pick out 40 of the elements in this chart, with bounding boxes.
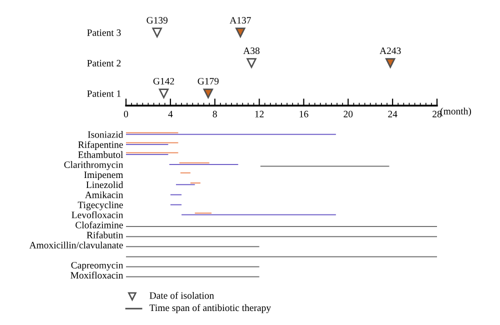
data-label: G179 [198, 78, 219, 85]
y-tick-label: Moxifloxacin [70, 272, 124, 279]
x-tick-label: 16 [300, 110, 308, 118]
text: Time span of antibiotic therapy [150, 304, 271, 314]
y-tick-label: Patient 1 [87, 90, 121, 97]
point [236, 28, 246, 38]
text: Date of isolation [150, 292, 214, 299]
data-label: A137 [230, 17, 251, 24]
x-tick-label: 0 [124, 110, 128, 118]
x-tick-label: 4 [168, 110, 173, 118]
point [385, 58, 396, 68]
point [152, 28, 162, 38]
y-tick-label: Tigecycline [78, 201, 123, 210]
point [246, 58, 256, 68]
y-tick-label: Amoxicillin/clavulanate [29, 242, 123, 248]
y-tick-label: Clarithromycin [64, 161, 124, 170]
y-tick-label: Amikacin [84, 191, 124, 198]
x-tick-label: 28 [432, 110, 442, 118]
x-tick-label: 8 [212, 110, 217, 118]
x-tick-label: 12 [255, 110, 264, 118]
data-label: A243 [380, 48, 401, 54]
y-tick-label: Imipenem [84, 172, 124, 180]
y-tick-label: Isoniazid [88, 131, 124, 138]
y-tick-label: Levofloxacin [72, 211, 124, 218]
y-tick-label: Patient 3 [87, 29, 121, 36]
data-label: G139 [146, 17, 168, 24]
y-tick-label: Linezolid [86, 181, 124, 188]
y-tick-label: Ethambutol [78, 151, 124, 158]
x-axis-title: (month) [440, 108, 472, 116]
y-tick-label: Capreomycin [71, 262, 124, 271]
y-tick-label: Rifabutin [86, 231, 124, 238]
x-tick-label: 20 [344, 110, 353, 118]
y-tick-label: Rifapentine [78, 141, 123, 150]
data-label: A38 [243, 47, 260, 54]
point [158, 88, 169, 98]
x-tick-label: 24 [388, 110, 398, 118]
point [203, 88, 214, 98]
y-tick-label: Patient 2 [87, 60, 121, 66]
data-label: G142 [153, 78, 174, 85]
y-tick-label: Clofazimine [76, 221, 123, 228]
